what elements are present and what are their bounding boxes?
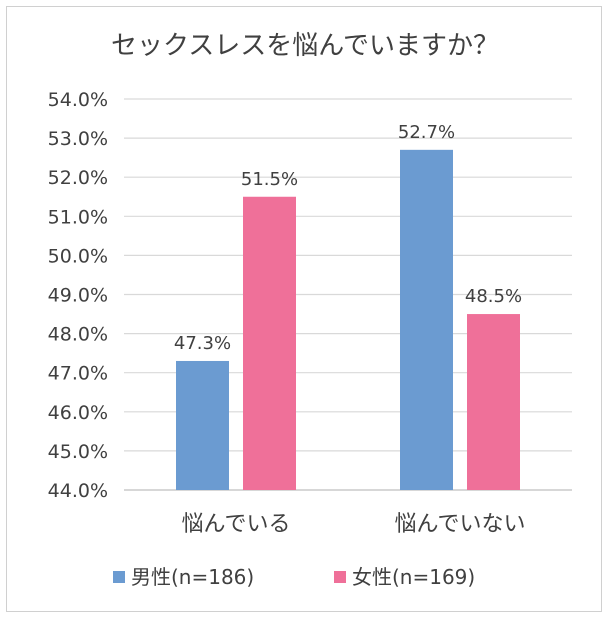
y-tick-label: 46.0% xyxy=(48,402,108,424)
y-tick-label: 54.0% xyxy=(48,89,108,111)
y-axis-ticks: 44.0% 45.0% 46.0% 47.0% 48.0% 49.0% 50.0% 51.0%… xyxy=(48,89,108,502)
chart-frame xyxy=(6,6,602,612)
legend: 男性(n=186) 女性(n=169) xyxy=(113,565,475,589)
y-tick-label: 49.0% xyxy=(48,285,108,307)
y-tick-label: 44.0% xyxy=(48,480,108,502)
bar xyxy=(176,360,229,490)
x-axis-categories: 悩んでいる 悩んでいない xyxy=(182,512,526,537)
bar xyxy=(400,149,453,490)
chart-title: セックスレスを悩んでいますか？ xyxy=(111,31,499,61)
bar xyxy=(467,314,520,490)
legend-swatch xyxy=(334,571,346,583)
y-tick-label: 52.0% xyxy=(48,167,108,189)
y-tick-label: 47.0% xyxy=(48,363,108,385)
bars xyxy=(176,149,520,490)
data-label: 48.5% xyxy=(465,286,522,307)
y-tick-label: 48.0% xyxy=(48,324,108,346)
legend-label: 男性(n=186) xyxy=(131,565,254,589)
data-label: 51.5% xyxy=(241,169,298,190)
y-tick-label: 53.0% xyxy=(48,128,108,150)
bar xyxy=(243,196,296,490)
data-labels: 47.3% 51.5% 52.7% 48.5% xyxy=(174,122,522,354)
x-category-label: 悩んでいる xyxy=(182,512,291,537)
data-label: 47.3% xyxy=(174,333,231,354)
y-tick-label: 45.0% xyxy=(48,441,108,463)
legend-swatch xyxy=(113,571,125,583)
y-tick-label: 50.0% xyxy=(48,245,108,267)
data-label: 52.7% xyxy=(398,122,455,143)
legend-label: 女性(n=169) xyxy=(352,565,475,589)
x-category-label: 悩んでいない xyxy=(395,512,526,537)
y-tick-label: 51.0% xyxy=(48,206,108,228)
